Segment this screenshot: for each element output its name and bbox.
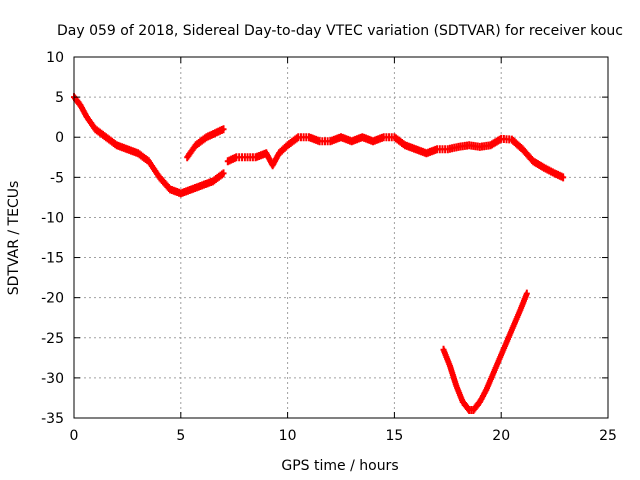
- series-band-main-1: [71, 93, 227, 198]
- x-tick-label: 15: [385, 428, 403, 444]
- data-series: [71, 93, 567, 414]
- y-tick-label: -35: [41, 411, 64, 427]
- y-tick-label: -30: [41, 371, 64, 387]
- x-tick-label: 10: [279, 428, 297, 444]
- y-tick-label: -15: [41, 251, 64, 267]
- series-v-dip: [440, 289, 530, 414]
- y-tick-label: -20: [41, 291, 64, 307]
- data-point: [523, 289, 530, 298]
- series-band-main-2: [224, 133, 567, 182]
- y-tick-label: 0: [55, 130, 64, 146]
- y-tick-label: -10: [41, 210, 64, 226]
- data-point: [220, 125, 227, 134]
- x-tick-label: 20: [492, 428, 510, 444]
- data-point: [220, 169, 227, 178]
- y-tick-label: -25: [41, 331, 64, 347]
- series-band-rising-short: [184, 125, 227, 162]
- x-axis-label: GPS time / hours: [281, 458, 398, 474]
- x-tick-label: 5: [176, 428, 185, 444]
- plot-frame: [73, 56, 609, 419]
- y-tick-label: 10: [46, 50, 64, 66]
- y-tick-label: 5: [55, 90, 64, 106]
- y-tick-label: -5: [50, 170, 64, 186]
- x-tick-label: 0: [70, 428, 79, 444]
- grid: [74, 57, 608, 418]
- data-point: [560, 173, 567, 182]
- axis-ticks: 0 5 10 15 20 25 10 5 0 -5 -10 -15 -20 -25 -30 -35: [41, 50, 617, 444]
- chart-title: Day 059 of 2018, Sidereal Day-to-day VTE…: [57, 23, 623, 39]
- y-axis-label: SDTVAR / TECUs: [6, 181, 22, 296]
- x-tick-label: 25: [599, 428, 617, 444]
